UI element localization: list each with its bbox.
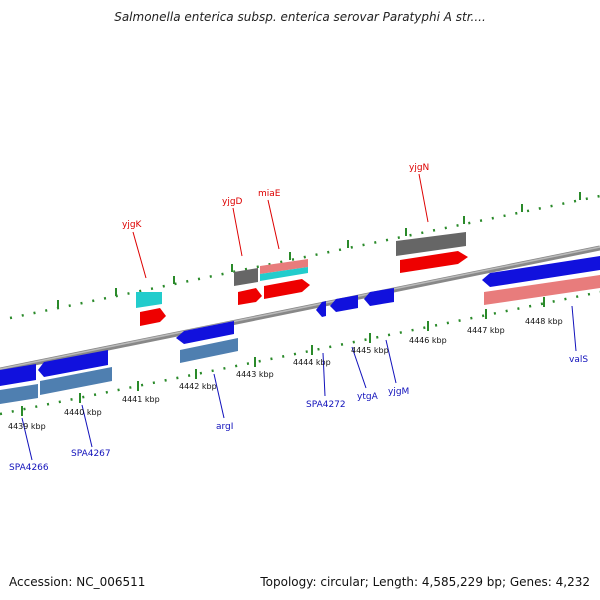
scale-label: 4444 kbp: [293, 358, 331, 367]
reverse-genes: [0, 288, 394, 404]
gene-blue-right[interactable]: [482, 256, 600, 287]
major-ticks: [21, 297, 545, 416]
reverse-leader-lines: [21, 305, 577, 461]
gene-yjgN[interactable]: [400, 251, 468, 273]
gene-SPA4266-steel[interactable]: [0, 384, 38, 404]
gene-yjgM[interactable]: [364, 288, 394, 306]
gene-SPA4272[interactable]: [316, 301, 326, 317]
scale-label: 4443 kbp: [236, 370, 274, 379]
leader-yjgM: [385, 339, 397, 384]
forward-gene-labels: yjgK yjgD miaE yjgN: [122, 163, 429, 230]
gene-label-yjgM[interactable]: yjgM: [388, 387, 409, 397]
scale-label: 4441 kbp: [122, 395, 160, 404]
leader-SPA4267: [81, 404, 93, 448]
map-title: Salmonella enterica subsp. enterica sero…: [114, 10, 486, 24]
gene-label-SPA4272[interactable]: SPA4272: [306, 400, 346, 410]
accession-label: Accession: NC_006511: [9, 575, 146, 589]
gene-argI-steel[interactable]: [180, 338, 238, 363]
forward-leader-lines: [132, 173, 429, 279]
scale-label: 4446 kbp: [409, 336, 447, 345]
genome-backbone-highlight: [0, 246, 600, 370]
leader-yjgD: [232, 207, 243, 257]
gene-label-valS[interactable]: valS: [569, 355, 588, 365]
forward-major-ticks: [57, 192, 581, 308]
gene-label-yjgN[interactable]: yjgN: [409, 163, 429, 173]
scale-labels: 4439 kbp 4440 kbp 4441 kbp 4442 kbp 4443…: [8, 317, 563, 431]
gene-label-SPA4266[interactable]: SPA4266: [9, 463, 49, 473]
gene-ytgA[interactable]: [330, 295, 358, 312]
leader-miaE: [267, 199, 280, 250]
genome-summary: Topology: circular; Length: 4,585,229 bp…: [260, 575, 590, 589]
genome-backbone: [0, 245, 600, 373]
scale-label: 4439 kbp: [8, 422, 46, 431]
gene-label-yjgD[interactable]: yjgD: [222, 197, 243, 207]
leader-SPA4272: [322, 352, 326, 397]
leader-yjgK: [132, 231, 147, 279]
gene-yjgD-grey[interactable]: [234, 268, 258, 286]
gene-label-ytgA[interactable]: ytgA: [357, 392, 379, 402]
scale-label: 4448 kbp: [525, 317, 563, 326]
gene-miaE[interactable]: [264, 279, 310, 299]
gene-yjgD[interactable]: [238, 288, 262, 305]
leader-yjgN: [418, 173, 429, 223]
leader-SPA4266: [21, 417, 33, 461]
scale-label: 4442 kbp: [179, 382, 217, 391]
gene-label-yjgK[interactable]: yjgK: [122, 220, 143, 230]
gene-label-argI[interactable]: argI: [216, 422, 233, 432]
gene-SPA4267-steel[interactable]: [40, 367, 112, 395]
gene-label-SPA4267[interactable]: SPA4267: [71, 449, 111, 459]
gene-yjgK[interactable]: [136, 292, 162, 308]
leader-ytgA: [351, 346, 367, 389]
scale-label: 4445 kbp: [351, 346, 389, 355]
gene-label-miaE[interactable]: miaE: [258, 189, 281, 199]
gene-pink-right[interactable]: [484, 275, 600, 305]
gene-red-1[interactable]: [140, 308, 166, 326]
gene-yjgN-grey[interactable]: [396, 232, 466, 256]
leader-argI: [213, 373, 225, 419]
scale-label: 4447 kbp: [467, 326, 505, 335]
reverse-gene-labels: SPA4266 SPA4267 argI SPA4272 ytgA yjgM v…: [9, 355, 588, 473]
forward-tick-track: [9, 194, 600, 320]
gene-miaE-pink[interactable]: [260, 259, 308, 274]
forward-genes: [136, 232, 600, 326]
scale-label: 4440 kbp: [64, 408, 102, 417]
gene-SPA4266-blue[interactable]: [0, 364, 36, 386]
gene-SPA4267-blue[interactable]: [38, 350, 108, 377]
gene-miaE-cyan[interactable]: [260, 267, 308, 281]
gene-argI-blue[interactable]: [176, 321, 234, 344]
leader-valS: [571, 305, 577, 352]
